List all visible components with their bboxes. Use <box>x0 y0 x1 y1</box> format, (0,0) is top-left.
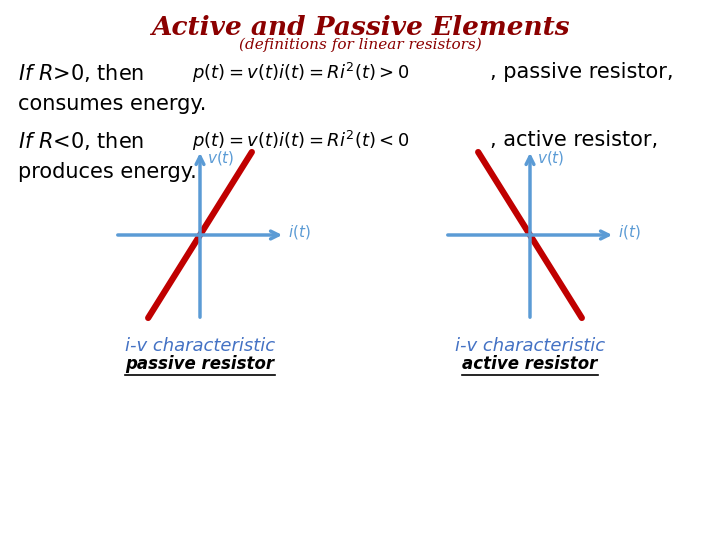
Text: $\mathit{If}$ $\mathit{R}$<0, then: $\mathit{If}$ $\mathit{R}$<0, then <box>18 130 144 152</box>
Text: $p(t)=v(t)i(t)=Ri^2(t)>0$: $p(t)=v(t)i(t)=Ri^2(t)>0$ <box>192 61 409 85</box>
Text: , passive resistor,: , passive resistor, <box>490 62 673 82</box>
Text: $p(t)=v(t)i(t)=Ri^2(t)<0$: $p(t)=v(t)i(t)=Ri^2(t)<0$ <box>192 129 409 153</box>
Text: (definitions for linear resistors): (definitions for linear resistors) <box>238 38 482 52</box>
Text: $\mathit{If}$ $\mathit{R}$>0, then: $\mathit{If}$ $\mathit{R}$>0, then <box>18 62 144 84</box>
Text: consumes energy.: consumes energy. <box>18 94 207 114</box>
Text: i-v characteristic: i-v characteristic <box>125 337 275 355</box>
Text: $i(t)$: $i(t)$ <box>288 223 311 241</box>
Text: Active and Passive Elements: Active and Passive Elements <box>150 15 570 40</box>
Text: $v(t)$: $v(t)$ <box>207 149 235 167</box>
Text: produces energy.: produces energy. <box>18 162 197 182</box>
Text: $v(t)$: $v(t)$ <box>537 149 564 167</box>
Text: i-v characteristic: i-v characteristic <box>455 337 605 355</box>
Text: , active resistor,: , active resistor, <box>490 130 658 150</box>
Text: active resistor: active resistor <box>462 355 598 373</box>
Text: $i(t)$: $i(t)$ <box>618 223 641 241</box>
Text: passive resistor: passive resistor <box>125 355 274 373</box>
